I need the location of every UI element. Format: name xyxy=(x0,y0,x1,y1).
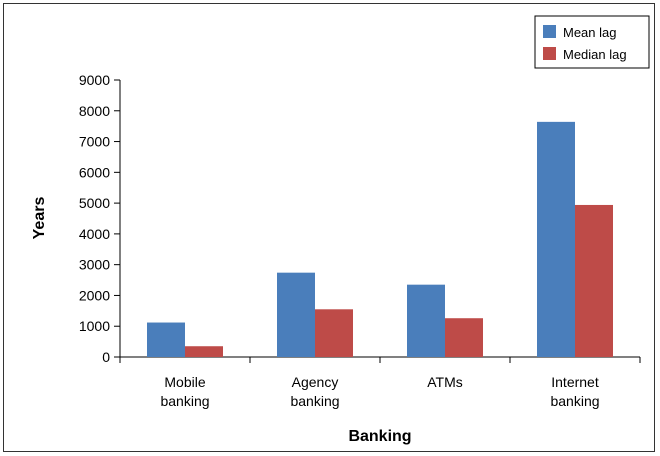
x-tick-label-line: banking xyxy=(550,393,599,409)
x-tick-label-line: ATMs xyxy=(427,374,463,390)
x-tick-label-line: Mobile xyxy=(164,374,205,390)
bar-mean-lag xyxy=(407,284,445,357)
y-tick-label: 1000 xyxy=(79,318,110,334)
y-tick-label: 8000 xyxy=(79,103,110,119)
legend-label: Mean lag xyxy=(563,25,616,40)
legend-label: Median lag xyxy=(563,47,627,62)
bar-median-lag xyxy=(575,204,613,357)
x-axis-title: Banking xyxy=(348,428,411,445)
bar-mean-lag xyxy=(277,272,315,357)
y-tick-label: 0 xyxy=(102,349,110,365)
legend-swatch xyxy=(543,47,556,60)
y-tick-label: 5000 xyxy=(79,195,110,211)
y-tick-label: 6000 xyxy=(79,164,110,180)
x-tick-label: Mobile banking xyxy=(160,374,209,409)
bars xyxy=(147,121,613,357)
bar-median-lag xyxy=(315,309,353,357)
x-tick-label-line: Internet xyxy=(551,374,599,390)
x-tick-label-line: Agency xyxy=(292,374,339,390)
x-tick-label-line: banking xyxy=(160,393,209,409)
y-tick-label: 7000 xyxy=(79,134,110,150)
x-tick-label: Internet banking xyxy=(550,374,599,409)
bar-median-lag xyxy=(445,318,483,357)
x-tick-label: Agency banking xyxy=(290,374,339,409)
y-tick-label: 9000 xyxy=(79,72,110,88)
y-tick-label: 4000 xyxy=(79,226,110,242)
y-axis-title: Years xyxy=(31,197,48,240)
legend: Mean lag Median lag xyxy=(534,15,650,69)
bar-median-lag xyxy=(185,346,223,357)
x-tick-labels: Mobile banking Agency banking ATMs Internet ba… xyxy=(160,374,599,409)
x-tick-label: ATMs xyxy=(427,374,463,390)
bar-mean-lag xyxy=(537,121,575,357)
x-tick-label-line: banking xyxy=(290,393,339,409)
y-tick-label: 2000 xyxy=(79,287,110,303)
legend-swatch xyxy=(543,25,556,38)
bar-mean-lag xyxy=(147,322,185,357)
y-tick-label: 3000 xyxy=(79,257,110,273)
